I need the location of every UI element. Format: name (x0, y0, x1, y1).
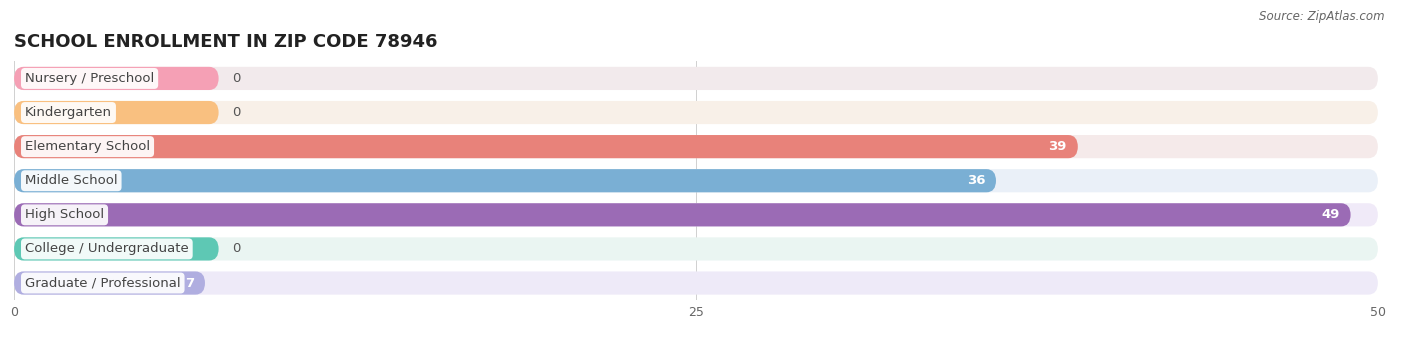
FancyBboxPatch shape (14, 101, 219, 124)
Text: High School: High School (25, 208, 104, 221)
FancyBboxPatch shape (14, 237, 1378, 261)
Text: 39: 39 (1049, 140, 1067, 153)
Text: 36: 36 (966, 174, 986, 187)
FancyBboxPatch shape (14, 271, 1378, 295)
FancyBboxPatch shape (14, 271, 205, 295)
FancyBboxPatch shape (14, 203, 1351, 226)
FancyBboxPatch shape (14, 135, 1078, 158)
FancyBboxPatch shape (14, 237, 219, 261)
FancyBboxPatch shape (14, 101, 1378, 124)
FancyBboxPatch shape (14, 169, 995, 192)
Text: College / Undergraduate: College / Undergraduate (25, 242, 188, 255)
FancyBboxPatch shape (14, 67, 219, 90)
FancyBboxPatch shape (14, 203, 1378, 226)
Text: 0: 0 (232, 72, 240, 85)
Text: Nursery / Preschool: Nursery / Preschool (25, 72, 155, 85)
Text: 49: 49 (1322, 208, 1340, 221)
FancyBboxPatch shape (14, 67, 1378, 90)
FancyBboxPatch shape (14, 169, 1378, 192)
Text: 0: 0 (232, 106, 240, 119)
Text: Middle School: Middle School (25, 174, 118, 187)
Text: Source: ZipAtlas.com: Source: ZipAtlas.com (1260, 10, 1385, 23)
Text: 0: 0 (232, 242, 240, 255)
Text: SCHOOL ENROLLMENT IN ZIP CODE 78946: SCHOOL ENROLLMENT IN ZIP CODE 78946 (14, 33, 437, 51)
Text: Elementary School: Elementary School (25, 140, 150, 153)
Text: Kindergarten: Kindergarten (25, 106, 112, 119)
Text: 7: 7 (186, 277, 194, 290)
FancyBboxPatch shape (14, 135, 1378, 158)
Text: Graduate / Professional: Graduate / Professional (25, 277, 180, 290)
